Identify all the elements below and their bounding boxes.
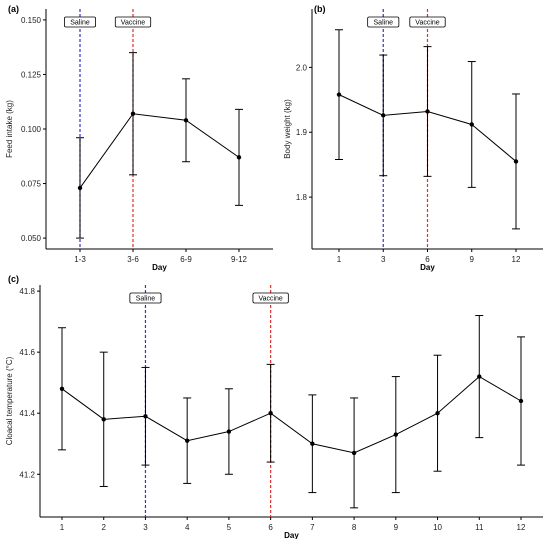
data-point xyxy=(351,450,357,456)
y-tick-label: 41.6 xyxy=(19,348,35,357)
y-tick-label: 0.100 xyxy=(21,125,42,134)
series-line xyxy=(61,375,522,454)
x-tick-label: 5 xyxy=(227,523,232,532)
vaccine-label-box xyxy=(409,16,446,28)
x-tick-label: 3-6 xyxy=(127,255,139,264)
data-point xyxy=(425,109,430,114)
y-tick-label: 0.150 xyxy=(21,16,42,25)
y-tick-label: 41.4 xyxy=(19,409,35,418)
data-point xyxy=(469,122,474,127)
data-point xyxy=(130,111,136,116)
data-point xyxy=(435,411,440,416)
saline-label-box xyxy=(64,16,97,28)
data-point xyxy=(393,432,399,437)
x-tick-label: 10 xyxy=(433,523,442,532)
data-point xyxy=(183,118,189,123)
x-tick-label: 1 xyxy=(337,255,342,264)
y-tick-label: 1.8 xyxy=(296,193,308,202)
x-tick-label: 9 xyxy=(394,523,399,532)
saline-label: Saline xyxy=(136,296,156,303)
y-tick-label: 1.9 xyxy=(296,128,308,137)
data-point xyxy=(226,429,232,434)
data-point xyxy=(184,438,190,443)
series-line xyxy=(79,113,240,189)
x-tick-label: 9 xyxy=(470,255,475,264)
data-point xyxy=(59,386,65,391)
x-tick-label: 11 xyxy=(475,523,484,532)
x-tick-label: 6 xyxy=(425,255,430,264)
y-tick-label: 41.8 xyxy=(19,287,35,296)
x-tick-label: 6 xyxy=(268,523,273,532)
panel-a-feed-intake-chart: (a) 0.050 0.075 0.100 0.125 0.150 1-3 3-6 6-9 9-1… xyxy=(5,4,273,272)
x-axis-title: Day xyxy=(284,531,299,539)
x-tick-label: 1-3 xyxy=(74,255,86,264)
x-tick-label: 3 xyxy=(381,255,386,264)
data-point xyxy=(77,185,83,191)
y-axis-title: Cloacal temperature (°C) xyxy=(5,356,14,445)
x-tick-label: 6-9 xyxy=(180,255,192,264)
x-axis-title: Day xyxy=(420,263,435,272)
saline-label: Saline xyxy=(374,20,394,27)
data-point xyxy=(381,113,386,118)
data-point xyxy=(143,414,148,419)
x-tick-label: 1 xyxy=(60,523,65,532)
y-tick-label: 0.125 xyxy=(21,70,42,79)
data-point xyxy=(236,155,242,160)
x-axis-title: Day xyxy=(152,263,167,272)
panel-label: (b) xyxy=(314,4,326,14)
saline-label-box xyxy=(129,292,162,304)
data-point xyxy=(268,411,273,416)
y-tick-label: 41.2 xyxy=(19,470,35,479)
vaccine-label-box xyxy=(252,292,289,304)
data-point xyxy=(101,417,106,422)
x-tick-label: 4 xyxy=(185,523,190,532)
saline-label: Saline xyxy=(70,20,90,27)
y-tick-label: 0.050 xyxy=(21,234,42,243)
panel-c-cloacal-temperature-chart: (c)41.241.441.641.81 2 3 4 5 6 7 8 9 10 11 12DayClo… xyxy=(5,274,543,539)
saline-label-box xyxy=(367,16,400,28)
x-tick-label: 12 xyxy=(517,523,526,532)
data-point xyxy=(513,159,519,164)
x-tick-label: 7 xyxy=(310,523,315,532)
x-tick-label: 3 xyxy=(143,523,148,532)
panel-label: (a) xyxy=(8,4,19,14)
x-tick-label: 2 xyxy=(102,523,107,532)
vaccine-label: Vaccine xyxy=(121,20,145,27)
panel-b-body-weight-chart: (b) 1.8 1.9 2.0 1 3 6 9 12 Day Body weight (kg) Sal… xyxy=(283,4,543,272)
data-point xyxy=(310,441,315,446)
y-axis-title: Body weight (kg) xyxy=(283,99,292,159)
vaccine-label-box xyxy=(114,16,152,28)
x-tick-label: 12 xyxy=(512,255,521,264)
data-point xyxy=(336,92,342,97)
data-point xyxy=(518,398,524,404)
y-axis-title: Feed intake (kg) xyxy=(5,100,14,158)
y-tick-label: 2.0 xyxy=(296,63,308,72)
y-tick-label: 0.075 xyxy=(21,180,42,189)
vaccine-label: Vaccine xyxy=(415,20,439,27)
x-tick-label: 9-12 xyxy=(231,255,248,264)
vaccine-label: Vaccine xyxy=(258,296,282,303)
panel-label: (c) xyxy=(8,274,19,284)
x-tick-label: 8 xyxy=(352,523,357,532)
data-point xyxy=(477,374,482,379)
